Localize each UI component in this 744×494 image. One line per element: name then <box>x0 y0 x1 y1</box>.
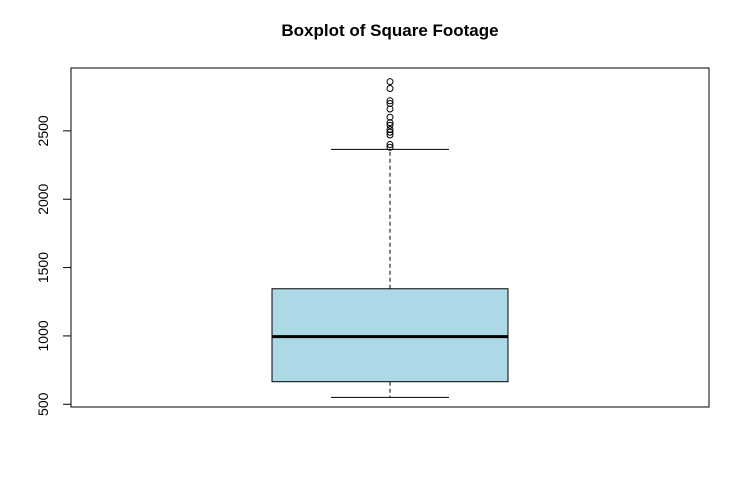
outlier-point <box>386 143 394 151</box>
outlier-point <box>386 126 394 134</box>
outlier-point <box>386 119 394 127</box>
outlier-point <box>386 131 394 139</box>
y-axis-ticks: 500 1000 1500 2000 2500 <box>35 115 71 416</box>
y-tick-label: 1000 <box>35 320 51 351</box>
outlier-point <box>386 105 394 113</box>
y-tick-label: 1500 <box>35 252 51 283</box>
boxplot-marks <box>271 78 509 398</box>
y-tick-label: 2500 <box>35 115 51 146</box>
y-tick-label: 500 <box>35 392 51 416</box>
outlier-point <box>386 128 394 136</box>
outlier-point <box>386 85 394 93</box>
outlier-point <box>386 78 394 86</box>
outlier-point <box>386 113 394 121</box>
outlier-point <box>386 97 394 105</box>
outlier-point <box>386 100 394 108</box>
y-tick-label: 2000 <box>35 183 51 214</box>
outlier-point <box>386 121 394 129</box>
outlier-point <box>386 141 394 149</box>
chart-title: Boxplot of Square Footage <box>281 21 498 40</box>
